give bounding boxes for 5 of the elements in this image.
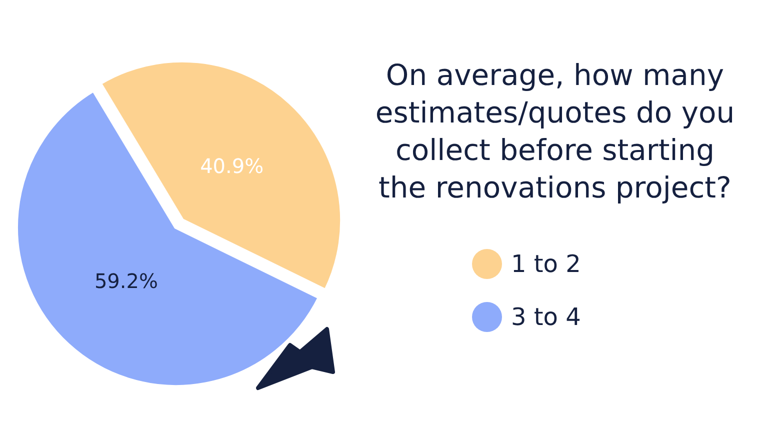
data-label: 59.2% [94,269,158,294]
legend-label: 3 to 4 [511,303,581,331]
text: On average, how many estimates/quotes do you collect before starting the renovations project? [375,58,735,204]
data-label: 40.9% [200,154,264,178]
legend-label: 1 to 2 [511,250,581,278]
